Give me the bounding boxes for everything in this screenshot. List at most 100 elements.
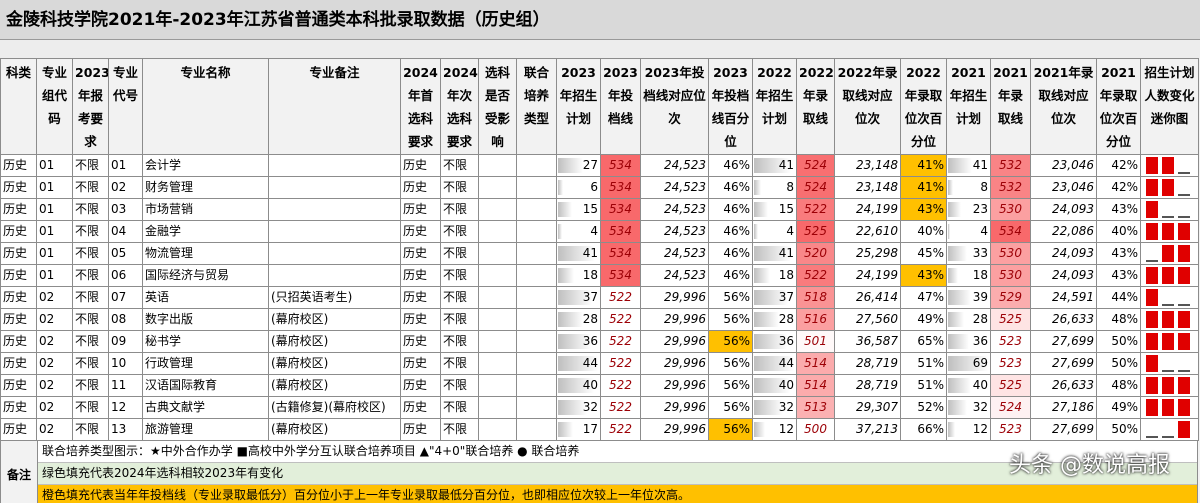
sparkline-cell — [1140, 396, 1199, 419]
table-cell: 28 — [556, 308, 601, 331]
cell-text: 28 — [972, 312, 988, 326]
sparkline-bar — [1178, 172, 1190, 174]
cell-text: 17 — [582, 422, 598, 436]
table-cell — [516, 308, 557, 331]
sparkline-bar — [1162, 179, 1174, 196]
table-cell — [478, 396, 517, 419]
table-cell: 国际经济与贸易 — [142, 264, 269, 287]
table-cell: 历史 — [400, 352, 441, 375]
data-bar — [948, 356, 988, 371]
sparkline-bar — [1178, 245, 1190, 262]
table-cell: 02 — [36, 286, 73, 309]
table-cell — [516, 198, 557, 221]
table-cell: 26,633 — [1030, 308, 1097, 331]
cell-text: 28 — [778, 312, 794, 326]
data-bar — [754, 422, 765, 437]
table-cell: 23,148 — [834, 154, 901, 177]
table-cell: 36 — [752, 330, 797, 353]
table-cell: 02 — [36, 308, 73, 331]
table-cell — [516, 418, 557, 441]
column-header: 专业名称 — [142, 58, 269, 155]
cell-text: 18 — [778, 268, 794, 282]
table-cell: 不限 — [440, 396, 479, 419]
footer-note: 绿色填充代表2024年选科相较2023年有变化 — [38, 463, 1197, 485]
table-cell: 532 — [990, 176, 1031, 199]
table-cell: 历史 — [0, 308, 37, 331]
data-bar — [948, 246, 968, 261]
cell-text: 69 — [972, 356, 988, 370]
table-cell: 不限 — [72, 308, 109, 331]
column-header: 2023年投档线 — [600, 58, 641, 155]
sparkline-bar — [1162, 157, 1174, 174]
cell-text: 41 — [972, 158, 988, 172]
table-cell: 65% — [900, 330, 947, 353]
table-cell: 40% — [1096, 220, 1141, 243]
sparkline — [1146, 421, 1190, 438]
data-bar — [558, 400, 588, 415]
table-cell: 不限 — [440, 418, 479, 441]
table-cell: 525 — [990, 308, 1031, 331]
table-cell — [516, 352, 557, 375]
sparkline-bar — [1146, 267, 1158, 284]
sparkline-cell — [1140, 308, 1199, 331]
table-cell: 历史 — [400, 198, 441, 221]
footer-note: 橙色填充代表当年年投档线（专业录取最低分）百分位小于上一年专业录取最低分百分位，… — [38, 485, 1197, 503]
table-cell: 46% — [708, 220, 753, 243]
sparkline — [1146, 245, 1190, 262]
table-cell: 01 — [36, 176, 73, 199]
table-cell — [478, 242, 517, 265]
sparkline-bar — [1178, 377, 1190, 394]
table-cell: 不限 — [440, 242, 479, 265]
table-cell: 41% — [900, 176, 947, 199]
table-cell: 历史 — [0, 286, 37, 309]
cell-text: 40 — [972, 378, 988, 392]
table-cell — [478, 330, 517, 353]
table-cell — [516, 286, 557, 309]
table-cell: 518 — [796, 286, 835, 309]
table-cell: 50% — [1096, 418, 1141, 441]
table-cell: 534 — [600, 264, 641, 287]
table-cell — [268, 154, 401, 177]
data-bar — [558, 334, 591, 349]
column-header: 科类 — [0, 58, 37, 155]
cell-text: 32 — [972, 400, 988, 414]
sparkline-bar — [1146, 223, 1158, 240]
table-cell: 42% — [1096, 154, 1141, 177]
table-cell: 47% — [900, 286, 947, 309]
table-cell: 不限 — [440, 308, 479, 331]
data-bar — [558, 268, 575, 283]
column-header: 招生计划人数变化迷你图 — [1140, 58, 1199, 155]
sparkline-bar — [1146, 260, 1158, 262]
watermark: 头条 @数说高报 — [1009, 453, 1170, 478]
table-row: 历史 02 不限 13 旅游管理 (幕府校区) 历史 不限 17 522 29,996 56% 12 50… — [0, 418, 1199, 441]
cell-text: 41 — [778, 158, 794, 172]
column-header: 2022年招生计划 — [752, 58, 797, 155]
table-cell: 不限 — [72, 374, 109, 397]
table-cell: 530 — [990, 242, 1031, 265]
table-cell: 01 — [36, 242, 73, 265]
table-cell: 23,046 — [1030, 154, 1097, 177]
table-cell: 不限 — [72, 330, 109, 353]
cell-text: 4 — [590, 224, 598, 238]
cell-text: 28 — [582, 312, 598, 326]
data-bar — [948, 224, 951, 239]
table-cell — [516, 220, 557, 243]
table-cell: 516 — [796, 308, 835, 331]
table-cell: 金融学 — [142, 220, 269, 243]
table-cell: 01 — [36, 264, 73, 287]
table-cell: 23,148 — [834, 176, 901, 199]
table-cell: 24,093 — [1030, 242, 1097, 265]
table-cell: 523 — [990, 330, 1031, 353]
table-cell: 41 — [556, 242, 601, 265]
data-bar — [558, 224, 562, 239]
table-cell: 24,523 — [640, 198, 709, 221]
sparkline — [1146, 201, 1190, 218]
table-row: 历史 01 不限 03 市场营销 历史 不限 15 534 24,523 46% 15 522 24,19… — [0, 198, 1199, 221]
table-cell: 41% — [900, 154, 947, 177]
admission-table: 科类 专业组代码 2023年报考要求 专业代号 专业名称 专业备注 2024年首选科要求 20… — [0, 58, 1199, 441]
table-cell: 43% — [1096, 242, 1141, 265]
table-cell: 12 — [108, 396, 143, 419]
cell-text: 15 — [778, 202, 794, 216]
title: 金陵科技学院2021年-2023年江苏省普通类本科批录取数据（历史组） — [0, 0, 1200, 40]
column-header: 专业备注 — [268, 58, 401, 155]
